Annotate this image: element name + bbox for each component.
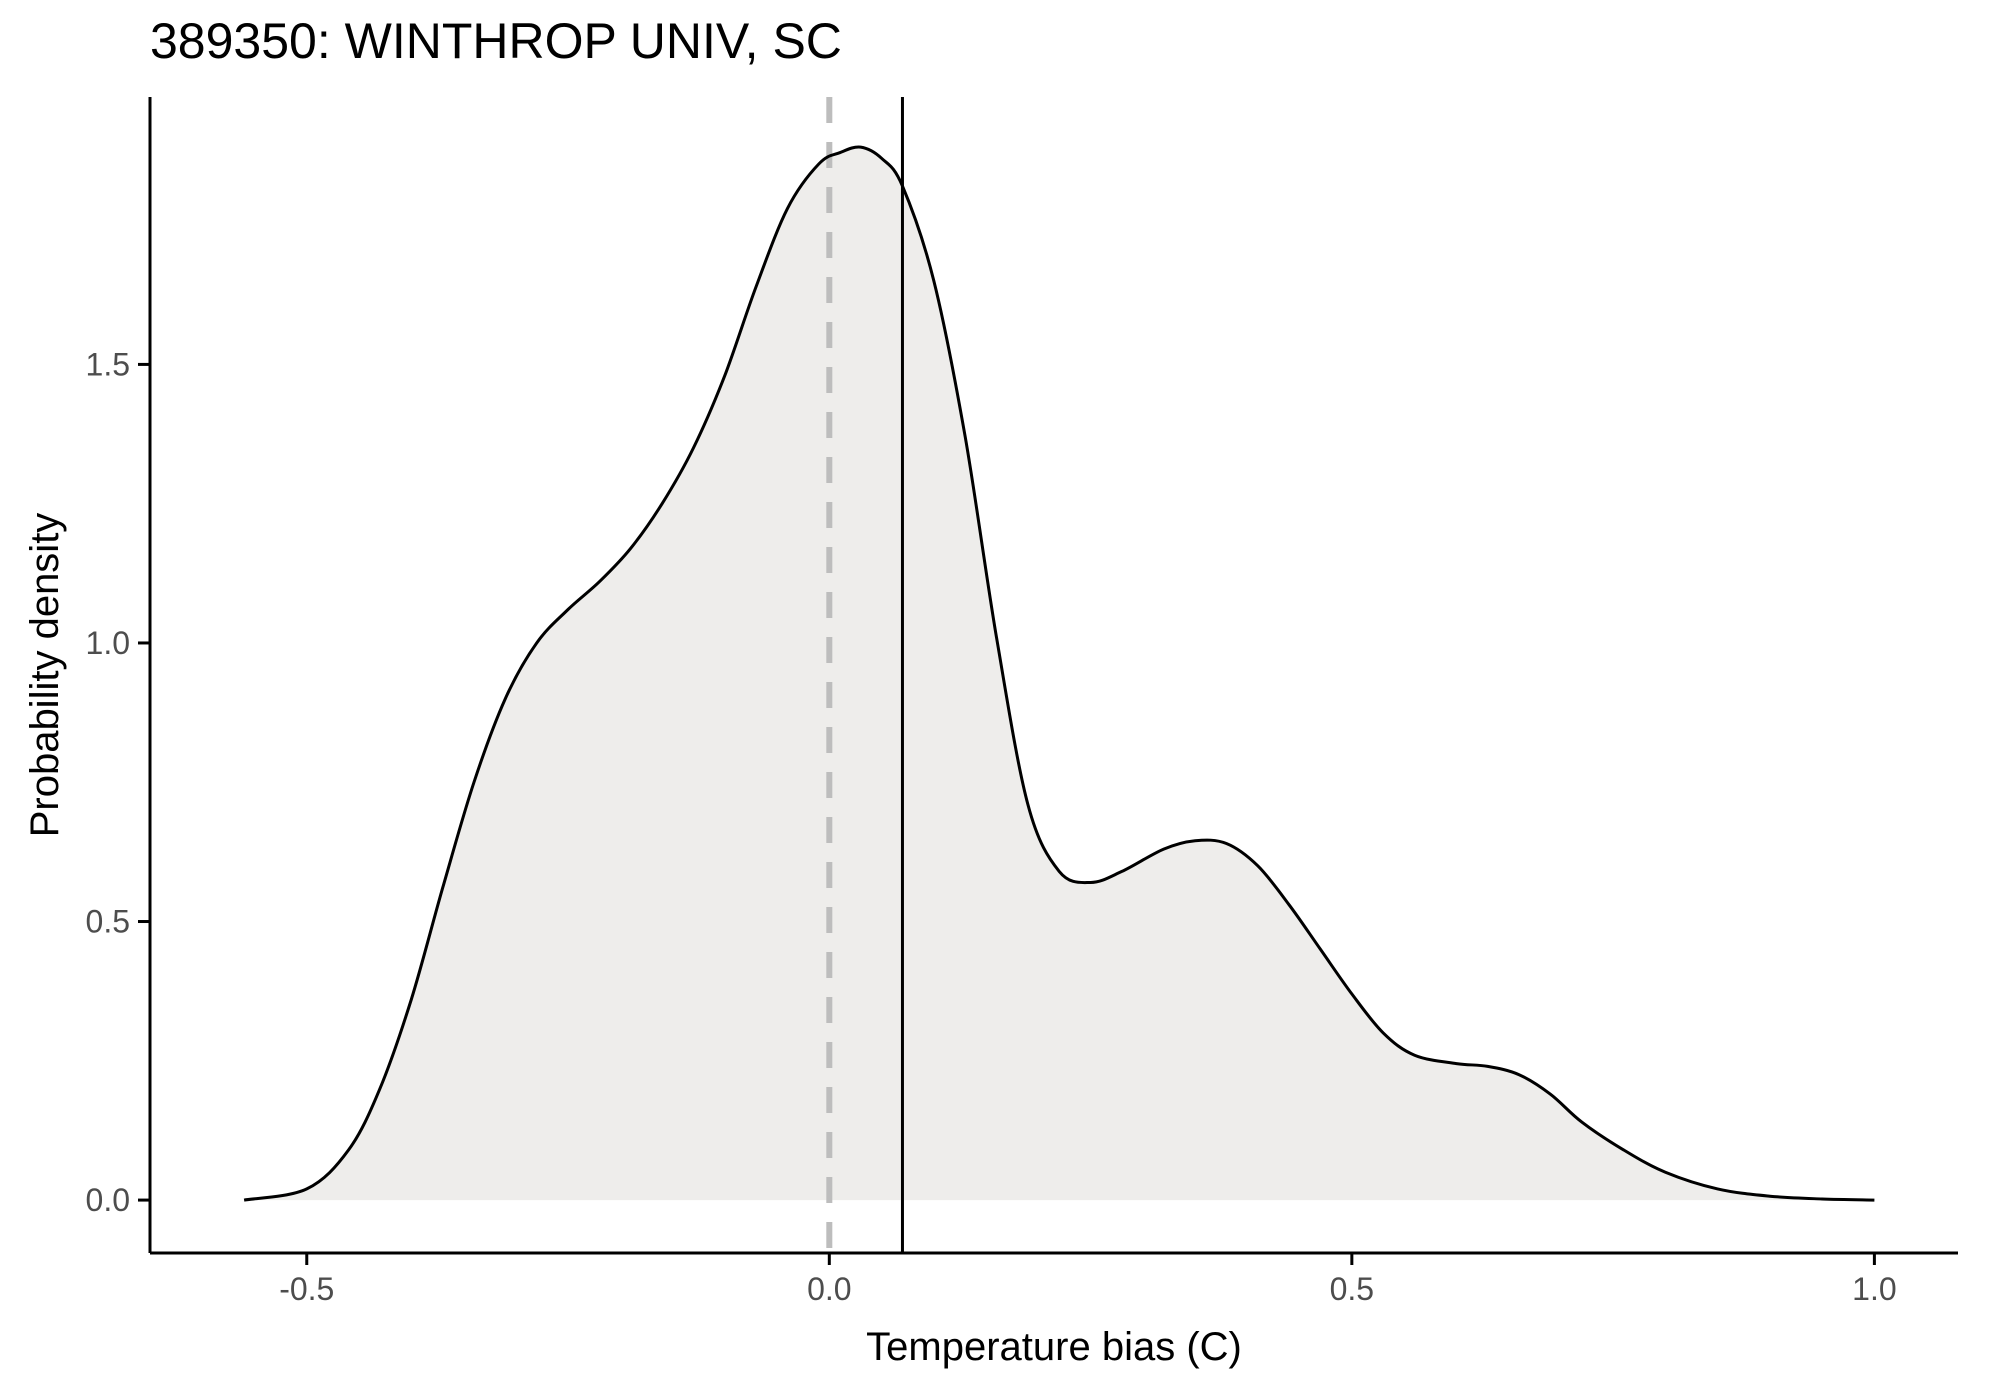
x-tick-label: -0.5 [279,1271,334,1307]
x-axis-title: Temperature bias (C) [866,1325,1242,1369]
y-tick-label: 1.5 [86,346,130,382]
y-tick-label: 0.5 [86,904,130,940]
chart-title: 389350: WINTHROP UNIV, SC [150,13,842,69]
y-tick-label: 0.0 [86,1182,130,1218]
y-tick-label: 1.0 [86,625,130,661]
x-axis: -0.5 0.0 0.5 1.0 [150,1251,1958,1307]
x-tick-label: 0.5 [1330,1271,1374,1307]
y-axis-title: Probability density [23,513,67,838]
x-tick-label: 1.0 [1852,1271,1896,1307]
y-axis: 0.0 0.5 1.0 1.5 [86,97,152,1253]
density-curve [243,145,1875,1202]
x-tick-label: 0.0 [807,1271,851,1307]
density-area [244,146,1875,1201]
plot-area [243,97,1875,1253]
